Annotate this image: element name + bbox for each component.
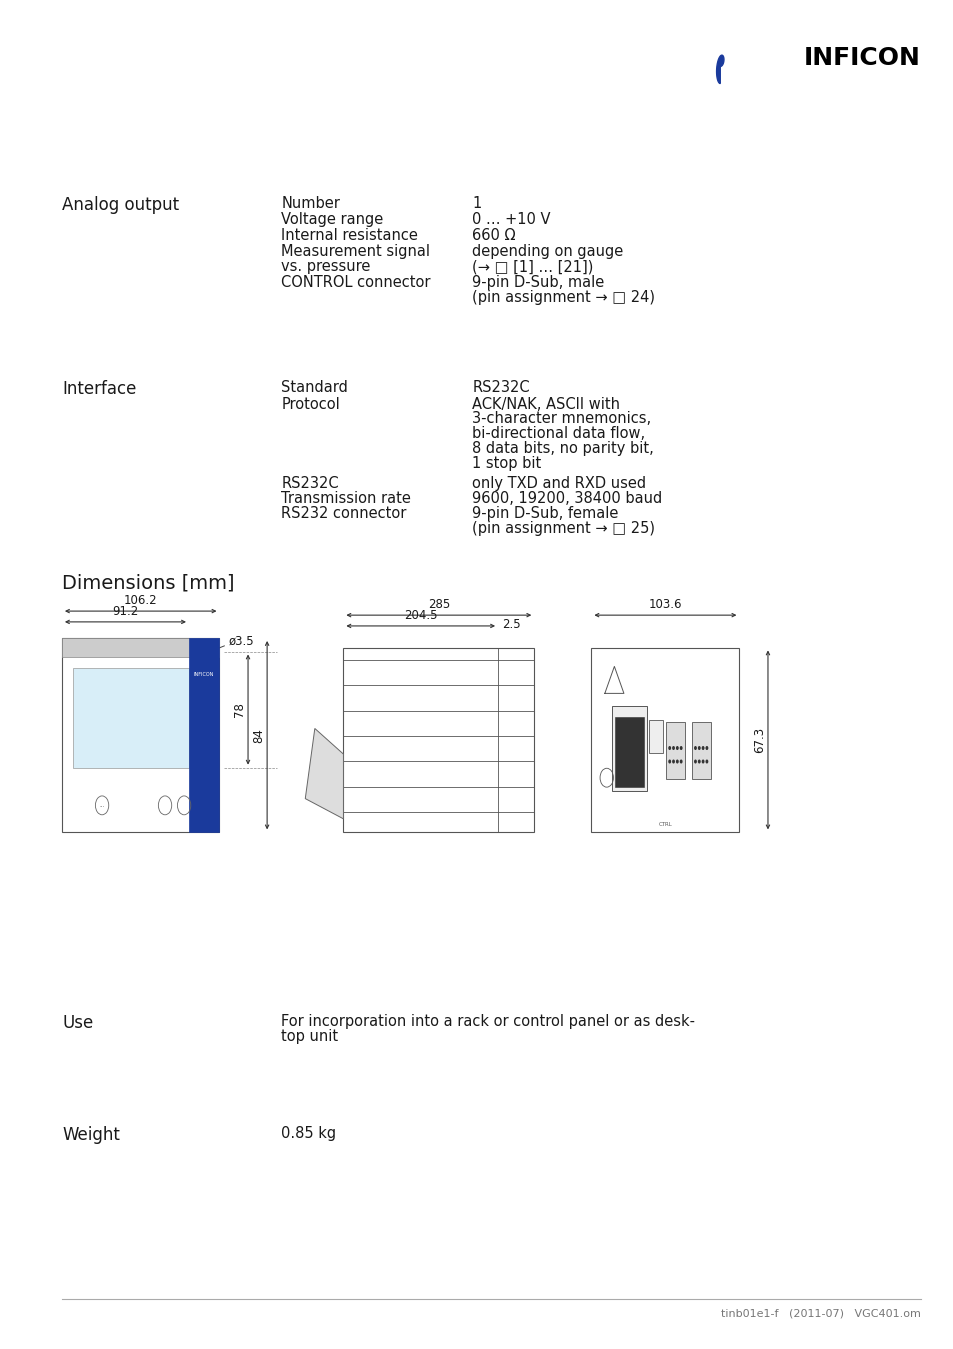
Text: 103.6: 103.6 — [648, 598, 681, 611]
Circle shape — [693, 759, 696, 764]
Text: (→ □ [1] … [21]): (→ □ [1] … [21]) — [472, 259, 593, 274]
Text: Transmission rate: Transmission rate — [281, 491, 411, 506]
Polygon shape — [189, 638, 219, 832]
Polygon shape — [665, 723, 684, 780]
Polygon shape — [62, 638, 219, 657]
Text: 204.5: 204.5 — [403, 608, 437, 622]
Text: ...: ... — [99, 803, 105, 808]
Polygon shape — [612, 707, 646, 791]
Circle shape — [675, 759, 679, 764]
Polygon shape — [305, 728, 343, 819]
Text: INFICON: INFICON — [193, 672, 214, 677]
Text: 660 Ω: 660 Ω — [472, 228, 516, 243]
Text: 8 data bits, no parity bit,: 8 data bits, no parity bit, — [472, 441, 654, 456]
Text: 0.85 kg: 0.85 kg — [281, 1126, 336, 1141]
Text: 67.3: 67.3 — [752, 727, 765, 753]
Circle shape — [679, 746, 681, 750]
Polygon shape — [648, 720, 662, 753]
Text: Weight: Weight — [62, 1126, 120, 1144]
Circle shape — [704, 759, 707, 764]
Text: 78: 78 — [233, 701, 246, 718]
Text: 9600, 19200, 38400 baud: 9600, 19200, 38400 baud — [472, 491, 661, 506]
Text: Analog output: Analog output — [62, 196, 179, 213]
Text: CTRL: CTRL — [658, 822, 672, 827]
Text: Protocol: Protocol — [281, 397, 340, 411]
Circle shape — [700, 759, 703, 764]
Text: 9-pin D-Sub, female: 9-pin D-Sub, female — [472, 506, 618, 521]
Text: 285: 285 — [427, 598, 450, 611]
Polygon shape — [73, 668, 189, 768]
Text: depending on gauge: depending on gauge — [472, 244, 623, 259]
Text: RS232C: RS232C — [472, 380, 529, 395]
Text: Use: Use — [62, 1014, 93, 1032]
Text: CONTROL connector: CONTROL connector — [281, 275, 431, 290]
Circle shape — [700, 746, 703, 750]
Text: Measurement signal: Measurement signal — [281, 244, 430, 259]
Text: Internal resistance: Internal resistance — [281, 228, 417, 243]
Text: For incorporation into a rack or control panel or as desk-: For incorporation into a rack or control… — [281, 1014, 695, 1029]
Text: (pin assignment → □ 24): (pin assignment → □ 24) — [472, 290, 655, 305]
Circle shape — [679, 759, 681, 764]
Text: INFICON: INFICON — [802, 46, 920, 70]
Text: 84: 84 — [252, 727, 265, 743]
Text: Standard: Standard — [281, 380, 348, 395]
Text: 1 stop bit: 1 stop bit — [472, 456, 541, 471]
Text: (pin assignment → □ 25): (pin assignment → □ 25) — [472, 521, 655, 536]
Text: tinb01e1-f   (2011-07)   VGC401.om: tinb01e1-f (2011-07) VGC401.om — [720, 1309, 920, 1319]
Text: RS232C: RS232C — [281, 476, 338, 491]
Circle shape — [697, 759, 700, 764]
Circle shape — [667, 759, 670, 764]
Text: Voltage range: Voltage range — [281, 212, 383, 227]
Text: Interface: Interface — [62, 380, 136, 398]
Text: 2.5: 2.5 — [501, 618, 520, 631]
Text: Number: Number — [281, 196, 340, 210]
Circle shape — [697, 746, 700, 750]
Text: ø3.5: ø3.5 — [229, 634, 254, 648]
Text: ACK/NAK, ASCII with: ACK/NAK, ASCII with — [472, 397, 619, 411]
Circle shape — [671, 759, 674, 764]
Text: 106.2: 106.2 — [124, 594, 157, 607]
Polygon shape — [615, 718, 643, 786]
Text: RS232 connector: RS232 connector — [281, 506, 406, 521]
Text: Dimensions [mm]: Dimensions [mm] — [62, 573, 234, 592]
Text: 1: 1 — [472, 196, 481, 210]
Text: 0 … +10 V: 0 … +10 V — [472, 212, 550, 227]
Text: top unit: top unit — [281, 1029, 338, 1044]
Text: 91.2: 91.2 — [112, 604, 138, 618]
Circle shape — [671, 746, 674, 750]
Text: bi-directional data flow,: bi-directional data flow, — [472, 426, 644, 441]
Polygon shape — [691, 723, 710, 780]
Text: 3-character mnemonics,: 3-character mnemonics, — [472, 411, 651, 426]
Polygon shape — [716, 55, 723, 84]
Text: only TXD and RXD used: only TXD and RXD used — [472, 476, 646, 491]
Circle shape — [693, 746, 696, 750]
Circle shape — [667, 746, 670, 750]
Circle shape — [675, 746, 679, 750]
Text: 9-pin D-Sub, male: 9-pin D-Sub, male — [472, 275, 604, 290]
Text: vs. pressure: vs. pressure — [281, 259, 371, 274]
Circle shape — [704, 746, 707, 750]
